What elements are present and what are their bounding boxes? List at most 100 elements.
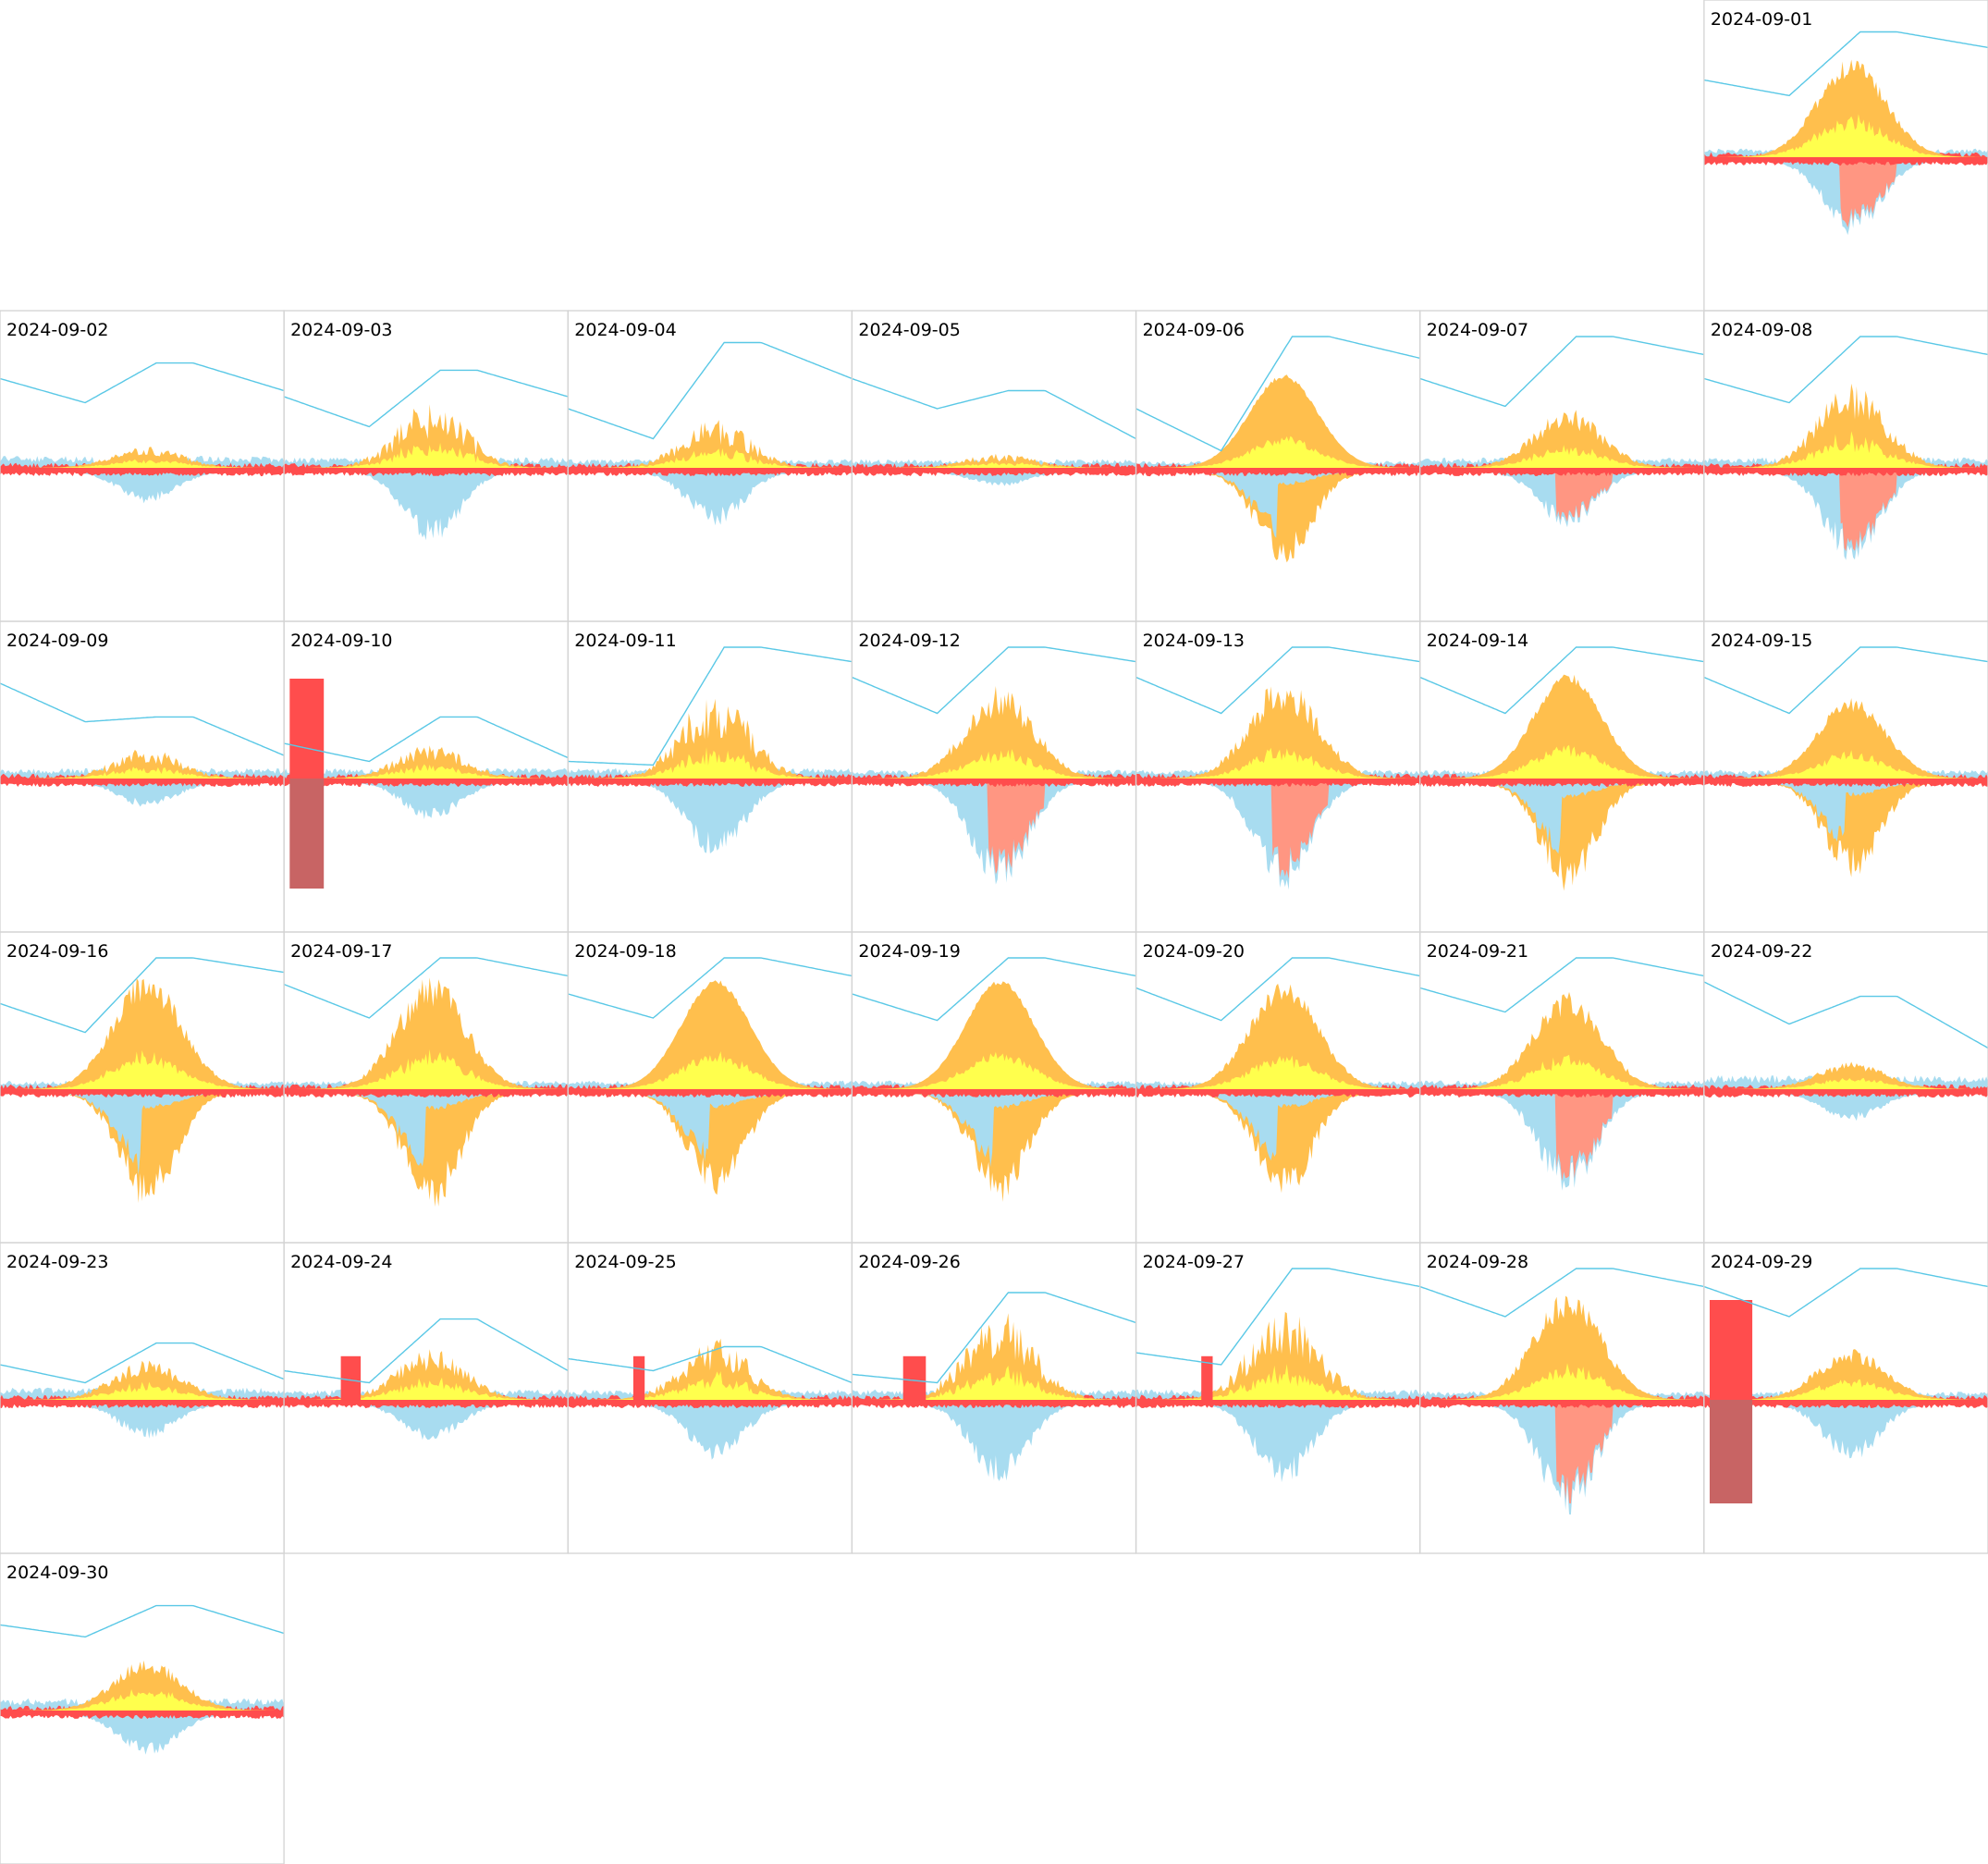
state-of-charge-line — [0, 682, 285, 756]
consumption-area — [284, 468, 569, 541]
solar-generation-area — [568, 698, 853, 779]
grid-export-band — [568, 1400, 853, 1409]
day-cell: 2024-09-24 — [283, 1242, 569, 1554]
grid-charge-area — [852, 779, 1136, 875]
grid-export-band — [1135, 468, 1420, 477]
day-cell: 2024-09-05 — [851, 310, 1137, 622]
solar-generation-area — [852, 1313, 1136, 1400]
grid-export-band — [284, 1089, 569, 1098]
battery-charge-area — [568, 1089, 853, 1162]
day-date-label: 2024-09-17 — [290, 941, 392, 962]
day-cell: 2024-09-21 — [1419, 931, 1705, 1244]
grid-export-band — [0, 1711, 285, 1720]
day-cell: 2024-09-28 — [1419, 1242, 1705, 1554]
solar-generation-area — [568, 420, 853, 468]
consumption-area — [1135, 468, 1420, 563]
day-date-label: 2024-09-08 — [1711, 320, 1812, 340]
day-date-label: 2024-09-02 — [6, 320, 108, 340]
day-date-label: 2024-09-24 — [290, 1252, 392, 1272]
solar-self-use-area — [0, 766, 285, 779]
state-of-charge-line — [1703, 981, 1988, 1049]
grid-export-band — [568, 468, 853, 477]
day-cell: 2024-09-17 — [283, 931, 569, 1244]
consumption-area — [852, 1400, 1136, 1481]
solar-self-use-area — [1703, 1077, 1988, 1089]
solar-generation-area — [0, 749, 285, 779]
battery-charge-area — [0, 1089, 285, 1176]
grid-charge-area — [1419, 1089, 1704, 1182]
grid-charge-block — [1710, 1300, 1753, 1400]
day-date-label: 2024-09-10 — [290, 631, 392, 651]
day-cell: 2024-09-14 — [1419, 620, 1705, 933]
state-of-charge-line — [1419, 957, 1705, 1013]
day-date-label: 2024-09-21 — [1427, 941, 1528, 962]
day-date-label: 2024-09-16 — [6, 941, 108, 962]
state-of-charge-line — [1703, 646, 1988, 715]
battery-charge-area — [1135, 1089, 1420, 1161]
solar-self-use-area — [284, 1377, 569, 1400]
grid-charge-block — [1201, 1355, 1213, 1401]
solar-self-use-area — [1703, 431, 1988, 468]
day-date-label: 2024-09-13 — [1143, 631, 1245, 651]
solar-generation-area — [568, 980, 853, 1089]
solar-generation-area — [852, 686, 1136, 779]
solar-generation-area — [1135, 1312, 1420, 1400]
solar-generation-area — [852, 981, 1136, 1089]
grid-export-band — [1135, 1400, 1420, 1409]
solar-self-use-area — [568, 1051, 853, 1089]
day-date-label: 2024-09-28 — [1427, 1252, 1528, 1272]
solar-self-use-area — [1419, 1363, 1704, 1400]
consumption-area — [1135, 1089, 1420, 1194]
solar-generation-area — [1703, 698, 1988, 779]
day-cell: 2024-09-15 — [1703, 620, 1988, 933]
consumption-area — [568, 1089, 853, 1196]
grid-export-band — [1703, 468, 1988, 477]
grid-export-band — [1419, 1400, 1704, 1409]
grid-export-band — [852, 468, 1136, 476]
grid-export-band — [568, 1089, 853, 1098]
consumption-area — [1135, 1400, 1420, 1483]
grid-export-band — [1419, 779, 1704, 788]
solar-self-use-area — [284, 442, 569, 468]
state-of-charge-line — [0, 362, 285, 404]
consumption-area — [852, 1089, 1136, 1202]
grid-charge-block-lower — [289, 779, 325, 889]
grid-export-band — [284, 468, 569, 477]
day-date-label: 2024-09-29 — [1711, 1252, 1812, 1272]
solar-generation-area — [1419, 410, 1704, 468]
solar-self-use-area — [568, 448, 853, 468]
grid-charge-block — [632, 1355, 645, 1401]
state-of-charge-line — [568, 646, 853, 766]
state-of-charge-line — [1135, 646, 1420, 715]
day-date-label: 2024-09-01 — [1711, 9, 1812, 30]
state-of-charge-line — [852, 1292, 1136, 1384]
state-of-charge-line — [568, 957, 853, 1019]
grid-export-band — [0, 1089, 285, 1098]
solar-generation-area — [1419, 991, 1704, 1089]
solar-generation-area — [1135, 983, 1420, 1089]
day-cell: 2024-09-04 — [567, 310, 853, 622]
consumption-area — [0, 468, 285, 504]
solar-self-use-area — [284, 1048, 569, 1089]
grid-export-band — [1135, 1089, 1420, 1098]
solar-generation-area — [1419, 674, 1704, 779]
day-date-label: 2024-09-07 — [1427, 320, 1528, 340]
consumption-area — [0, 1400, 285, 1439]
solar-self-use-area — [852, 461, 1136, 468]
day-date-label: 2024-09-25 — [574, 1252, 676, 1272]
solar-generation-area — [568, 1338, 853, 1400]
solar-self-use-area — [1703, 1379, 1988, 1400]
day-date-label: 2024-09-15 — [1711, 631, 1812, 651]
state-of-charge-line — [1419, 646, 1705, 715]
state-of-charge-line — [852, 646, 1136, 715]
state-of-charge-line — [0, 1342, 285, 1384]
solar-self-use-area — [1135, 747, 1420, 779]
solar-generation-area — [852, 453, 1136, 468]
day-cell: 2024-09-18 — [567, 931, 853, 1244]
grid-export-band — [1703, 157, 1988, 166]
consumption-area — [0, 779, 285, 807]
state-of-charge-line — [0, 1604, 285, 1638]
state-of-charge-line — [852, 377, 1136, 440]
solar-self-use-area — [1135, 1364, 1420, 1400]
